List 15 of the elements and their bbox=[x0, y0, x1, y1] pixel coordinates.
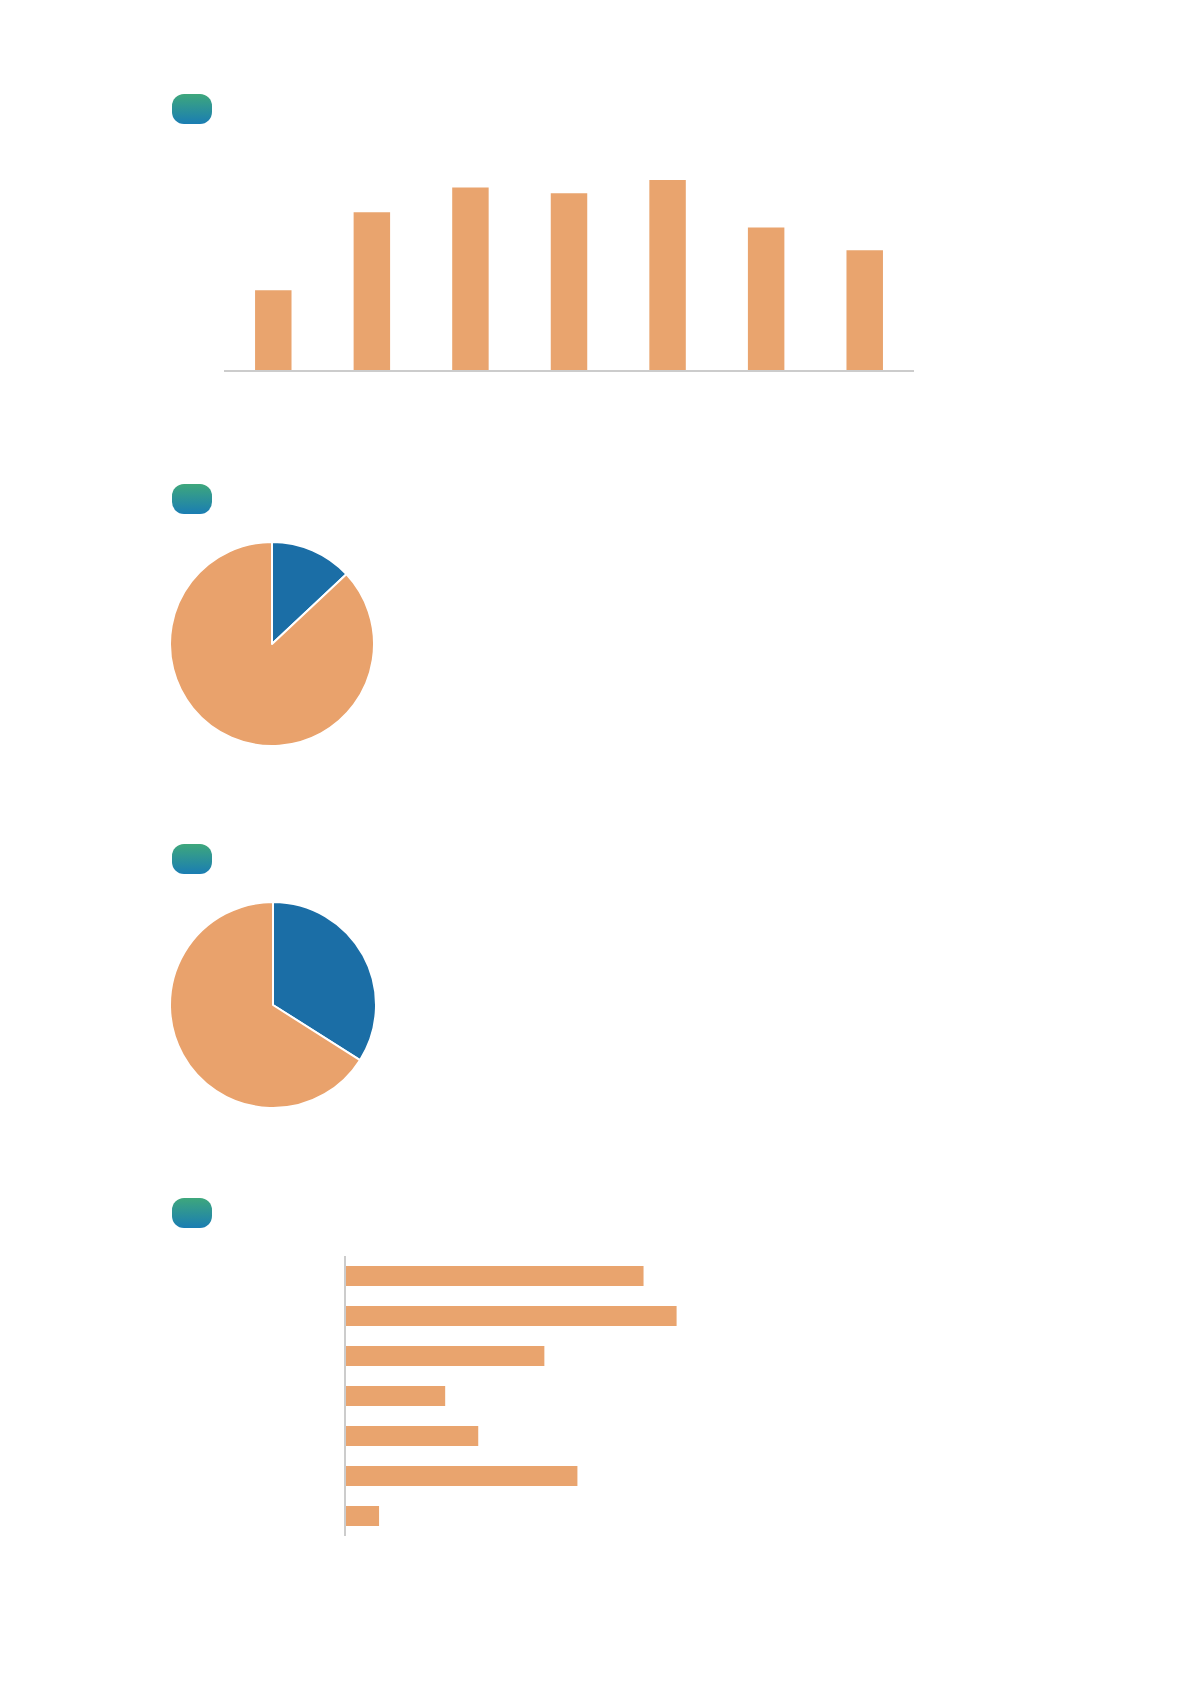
bar bbox=[846, 250, 883, 370]
bar bbox=[346, 1266, 644, 1286]
bar bbox=[255, 290, 292, 370]
bar bbox=[346, 1346, 545, 1366]
bar bbox=[747, 227, 785, 370]
bar bbox=[649, 180, 686, 370]
bar bbox=[346, 1466, 578, 1486]
bar bbox=[346, 1426, 479, 1446]
bar bbox=[550, 193, 588, 370]
bar bbox=[353, 212, 391, 370]
bar bbox=[346, 1306, 677, 1326]
bar bbox=[452, 187, 489, 370]
pie-slice bbox=[170, 542, 374, 746]
bar bbox=[346, 1506, 380, 1526]
bar bbox=[346, 1386, 446, 1406]
